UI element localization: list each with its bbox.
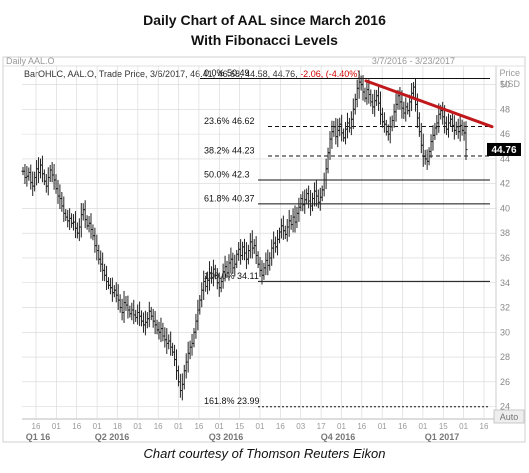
- fib-level-label: 100.0% 34.11: [204, 271, 259, 281]
- chart-frame: [2, 56, 526, 443]
- x-tick-label: 16: [32, 422, 41, 431]
- auto-scale-label: Auto: [500, 412, 519, 422]
- x-period-label: Q3 2016: [209, 432, 244, 442]
- y-tick-label: 44: [500, 154, 510, 164]
- x-tick-label: 15: [439, 422, 448, 431]
- instrument-label: Daily AAL.O: [6, 56, 55, 66]
- chart-title: Daily Chart of AAL since March 2016: [143, 12, 386, 28]
- x-tick-label: 16: [480, 422, 489, 431]
- y-tick-label: 30: [500, 327, 510, 337]
- quote-values: BarOHLC, AAL.O, Trade Price, 3/6/2017, 4…: [24, 69, 300, 79]
- quote-change: -2.06, (-4.40%): [300, 69, 360, 79]
- x-period-label: Q1 2017: [425, 432, 460, 442]
- x-period-label: Q1 16: [26, 432, 51, 442]
- x-tick-label: 18: [113, 422, 122, 431]
- gridlines: [22, 66, 496, 419]
- fib-level-label: 61.8% 40.37: [204, 193, 255, 203]
- fib-level-label: 23.6% 46.62: [204, 116, 255, 126]
- x-tick-label: 01: [133, 422, 142, 431]
- resistance-trendline: [364, 79, 494, 129]
- fibonacci-levels: 0.0% 50.49 23.6% 46.62 38.2% 44.23 50.0% 42…: [200, 68, 490, 408]
- y-tick-label: 24: [500, 402, 510, 412]
- x-period-label: Q2 2016: [95, 432, 130, 442]
- x-tick-label: 16: [398, 422, 407, 431]
- trendline: [364, 79, 494, 129]
- y-tick-label: 48: [500, 104, 510, 114]
- fib-level-label: 161.8% 23.99: [204, 396, 260, 406]
- y-unit-price: Price: [499, 68, 520, 78]
- auto-scale-button[interactable]: [493, 409, 525, 424]
- x-tick-label: 16: [357, 422, 366, 431]
- chart-caption: Chart courtesy of Thomson Reuters Eikon: [143, 446, 386, 461]
- chart-subtitle: With Fibonacci Levels: [191, 32, 338, 48]
- x-tick-label: 16: [194, 422, 203, 431]
- y-tick-label: 38: [500, 228, 510, 238]
- axes: 24 26 28 30 32 34 36 38 40 42 44 46 48 50 16 01 16 01 18 01…: [26, 80, 510, 442]
- y-tick-label: 36: [500, 253, 510, 263]
- y-tick-label: 46: [500, 129, 510, 139]
- x-tick-label: 01: [174, 422, 183, 431]
- y-tick-label: 50: [500, 80, 510, 90]
- x-tick-label: 01: [418, 422, 427, 431]
- x-tick-label: 03: [296, 422, 305, 431]
- x-tick-label: 01: [52, 422, 61, 431]
- fib-level-label: 0.0% 50.49: [204, 68, 250, 78]
- y-tick-label: 42: [500, 179, 510, 189]
- x-tick-label: 15: [235, 422, 244, 431]
- x-period-label: Q4 2016: [321, 432, 356, 442]
- date-range-label: 3/7/2016 - 3/23/2017: [372, 56, 455, 66]
- x-tick-label: 01: [378, 422, 387, 431]
- x-tick-label: 16: [154, 422, 163, 431]
- x-tick-label: 01: [256, 422, 265, 431]
- x-tick-label: 01: [93, 422, 102, 431]
- quote-line: BarOHLC, AAL.O, Trade Price, 3/6/2017, 4…: [24, 69, 360, 79]
- x-tick-label: 16: [72, 422, 81, 431]
- x-tick-label: 01: [337, 422, 346, 431]
- x-tick-label: 17: [317, 422, 326, 431]
- y-tick-label: 40: [500, 203, 510, 213]
- x-tick-label: 01: [215, 422, 224, 431]
- y-tick-label: 34: [500, 278, 510, 288]
- y-unit-usd: USD: [501, 79, 521, 89]
- fib-level-label: 50.0% 42.3: [204, 169, 250, 179]
- last-price-value: 44.76: [491, 145, 516, 156]
- y-tick-label: 26: [500, 377, 510, 387]
- x-tick-label: 01: [459, 422, 468, 431]
- y-tick-label: 28: [500, 352, 510, 362]
- x-tick-label: 16: [276, 422, 285, 431]
- y-tick-label: 32: [500, 303, 510, 313]
- last-price-badge: [487, 142, 521, 156]
- fib-level-label: 38.2% 44.23: [204, 146, 255, 156]
